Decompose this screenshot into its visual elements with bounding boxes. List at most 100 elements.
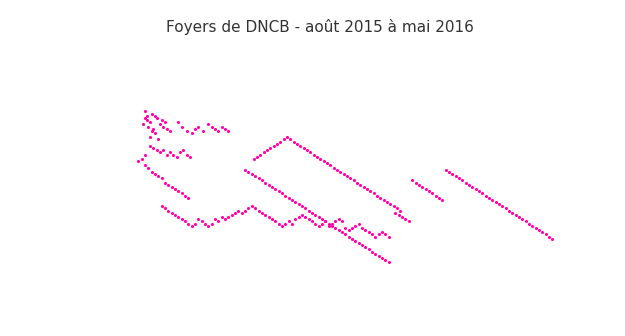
Point: [362, 186, 372, 192]
Point: [177, 124, 187, 129]
Point: [364, 247, 374, 252]
Point: [285, 137, 295, 142]
Point: [274, 221, 284, 226]
Point: [374, 232, 384, 237]
Point: [371, 234, 381, 239]
Point: [484, 195, 494, 200]
Point: [374, 253, 384, 259]
Point: [255, 152, 265, 157]
Point: [272, 141, 282, 146]
Point: [337, 219, 347, 224]
Point: [244, 206, 254, 211]
Point: [407, 178, 417, 183]
Point: [152, 148, 162, 153]
Point: [150, 171, 160, 177]
Point: [260, 212, 270, 218]
Point: [518, 217, 528, 222]
Point: [307, 210, 317, 215]
Point: [274, 188, 284, 194]
Point: [511, 212, 521, 218]
Point: [304, 217, 314, 222]
Point: [376, 195, 386, 200]
Title: Foyers de DNCB - août 2015 à mai 2016: Foyers de DNCB - août 2015 à mai 2016: [166, 19, 474, 35]
Point: [359, 184, 369, 190]
Point: [175, 150, 185, 155]
Point: [327, 221, 337, 226]
Point: [361, 245, 371, 250]
Point: [170, 212, 180, 218]
Point: [501, 206, 511, 211]
Point: [434, 195, 444, 200]
Point: [177, 217, 187, 222]
Point: [234, 208, 244, 213]
Point: [267, 217, 277, 222]
Point: [541, 232, 551, 237]
Point: [514, 214, 524, 220]
Point: [217, 124, 227, 129]
Point: [354, 221, 364, 226]
Point: [315, 156, 325, 162]
Point: [424, 188, 434, 194]
Point: [294, 214, 304, 220]
Point: [162, 152, 172, 157]
Point: [341, 225, 351, 230]
Point: [326, 163, 336, 168]
Point: [157, 117, 167, 123]
Point: [227, 212, 237, 218]
Point: [357, 243, 367, 248]
Point: [524, 221, 534, 226]
Point: [165, 128, 175, 133]
Point: [322, 161, 332, 166]
Point: [153, 173, 163, 179]
Point: [371, 251, 381, 256]
Point: [153, 137, 163, 142]
Point: [270, 186, 280, 192]
Point: [418, 184, 428, 190]
Point: [203, 122, 213, 127]
Point: [394, 212, 404, 218]
Point: [431, 193, 441, 198]
Point: [160, 206, 170, 211]
Point: [162, 126, 172, 131]
Point: [464, 182, 474, 187]
Point: [183, 195, 193, 200]
Point: [247, 204, 257, 209]
Point: [372, 193, 382, 198]
Point: [142, 117, 152, 123]
Point: [312, 154, 322, 159]
Point: [190, 126, 200, 131]
Point: [401, 217, 411, 222]
Point: [381, 257, 391, 263]
Point: [538, 229, 548, 235]
Point: [474, 188, 484, 194]
Point: [428, 191, 438, 196]
Point: [310, 221, 320, 226]
Point: [494, 202, 504, 207]
Point: [203, 223, 213, 228]
Point: [294, 202, 304, 207]
Point: [172, 154, 182, 159]
Point: [295, 143, 305, 149]
Point: [352, 180, 362, 185]
Point: [478, 191, 488, 196]
Point: [481, 193, 491, 198]
Point: [190, 221, 200, 226]
Point: [324, 223, 334, 228]
Point: [197, 219, 207, 224]
Point: [305, 150, 315, 155]
Point: [351, 223, 361, 228]
Point: [290, 199, 300, 205]
Point: [270, 219, 280, 224]
Point: [454, 176, 464, 181]
Point: [491, 199, 501, 205]
Point: [220, 126, 230, 131]
Point: [307, 219, 317, 224]
Point: [183, 221, 193, 226]
Point: [249, 156, 259, 162]
Point: [299, 145, 309, 151]
Point: [237, 210, 247, 215]
Point: [173, 188, 183, 194]
Point: [252, 154, 262, 159]
Point: [240, 167, 250, 172]
Point: [354, 240, 364, 246]
